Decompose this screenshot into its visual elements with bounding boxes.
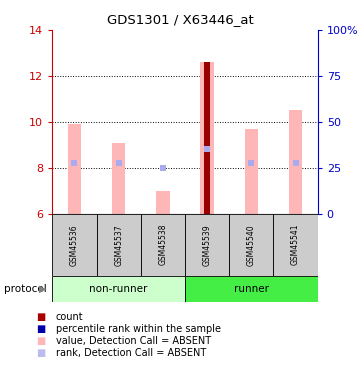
Text: ■: ■ <box>36 348 45 358</box>
Bar <box>200 62 214 214</box>
Text: GSM45539: GSM45539 <box>203 224 212 266</box>
Bar <box>52 214 97 276</box>
Text: ■: ■ <box>36 312 45 322</box>
Text: ■: ■ <box>36 336 45 346</box>
Text: non-runner: non-runner <box>90 284 148 294</box>
Bar <box>185 214 229 276</box>
Text: ■: ■ <box>36 324 45 334</box>
Bar <box>97 214 141 276</box>
Text: count: count <box>56 312 84 322</box>
Bar <box>185 276 318 302</box>
Text: GSM45538: GSM45538 <box>158 224 168 266</box>
Text: GSM45541: GSM45541 <box>291 224 300 266</box>
Text: protocol: protocol <box>4 284 46 294</box>
Bar <box>52 276 185 302</box>
Bar <box>229 214 274 276</box>
Text: runner: runner <box>234 284 269 294</box>
Text: GSM45537: GSM45537 <box>114 224 123 266</box>
Bar <box>245 129 258 214</box>
Text: percentile rank within the sample: percentile rank within the sample <box>56 324 221 334</box>
Bar <box>289 110 302 214</box>
Bar <box>68 124 81 214</box>
Text: GSM45536: GSM45536 <box>70 224 79 266</box>
Text: value, Detection Call = ABSENT: value, Detection Call = ABSENT <box>56 336 211 346</box>
Text: rank, Detection Call = ABSENT: rank, Detection Call = ABSENT <box>56 348 206 358</box>
Bar <box>141 214 185 276</box>
Text: GSM45540: GSM45540 <box>247 224 256 266</box>
Bar <box>112 142 125 214</box>
Bar <box>204 62 210 214</box>
Bar <box>274 214 318 276</box>
Text: ▶: ▶ <box>39 284 46 294</box>
Text: GDS1301 / X63446_at: GDS1301 / X63446_at <box>107 13 254 26</box>
Bar <box>156 191 170 214</box>
